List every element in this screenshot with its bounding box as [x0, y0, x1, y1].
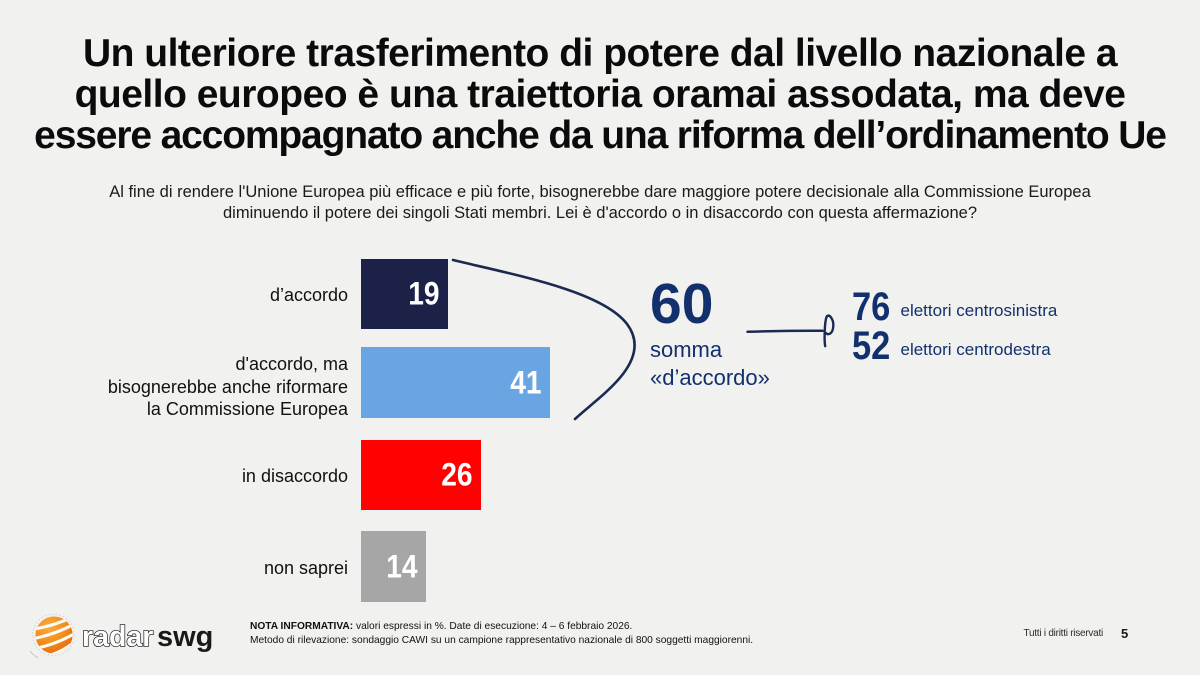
svg-text:radar: radar [82, 621, 153, 653]
svg-text:swg: swg [157, 621, 213, 653]
